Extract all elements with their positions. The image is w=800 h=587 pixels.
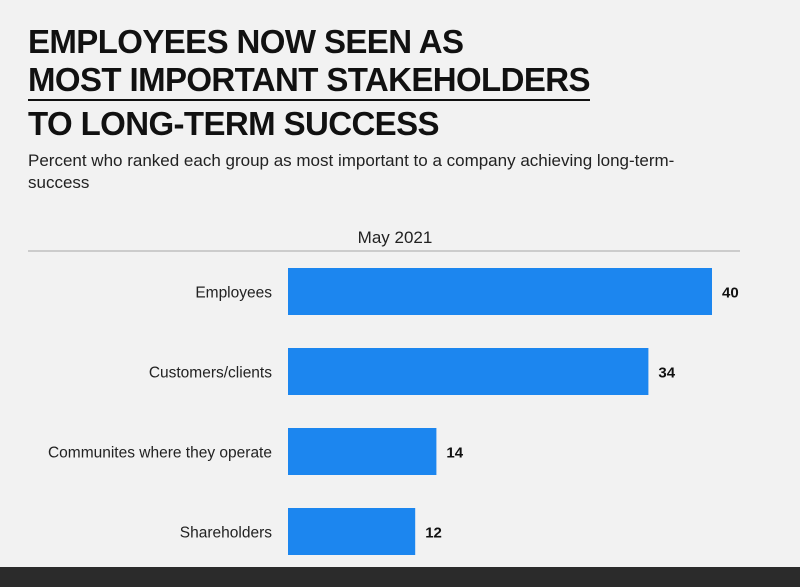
category-label-1: Customers/clients: [149, 365, 272, 382]
category-label-3: Shareholders: [180, 525, 272, 542]
title-line-1: EMPLOYEES NOW SEEN AS: [28, 23, 464, 60]
value-label-0: 40: [722, 285, 739, 302]
bar-0: [288, 268, 712, 315]
chart-title: EMPLOYEES NOW SEEN AS MOST IMPORTANT STA…: [28, 22, 648, 144]
series-header: May 2021: [358, 228, 433, 247]
bar-2: [288, 428, 437, 475]
value-label-2: 14: [446, 445, 463, 462]
value-label-1: 34: [658, 365, 675, 382]
title-line-2: MOST IMPORTANT STAKEHOLDERS: [28, 62, 591, 101]
category-label-0: Employees: [195, 285, 272, 302]
title-line-3: TO LONG-TERM SUCCESS: [28, 105, 440, 142]
category-label-2: Communites where they operate: [48, 445, 272, 462]
bar-chart: May 2021 Employees 40 Customers/clients 34 Co…: [28, 228, 740, 555]
bar-1: [288, 348, 649, 395]
bottom-band: [0, 567, 800, 587]
value-label-3: 12: [425, 525, 442, 542]
bar-3: [288, 508, 416, 555]
chart-subtitle: Percent who ranked each group as most im…: [28, 151, 675, 192]
